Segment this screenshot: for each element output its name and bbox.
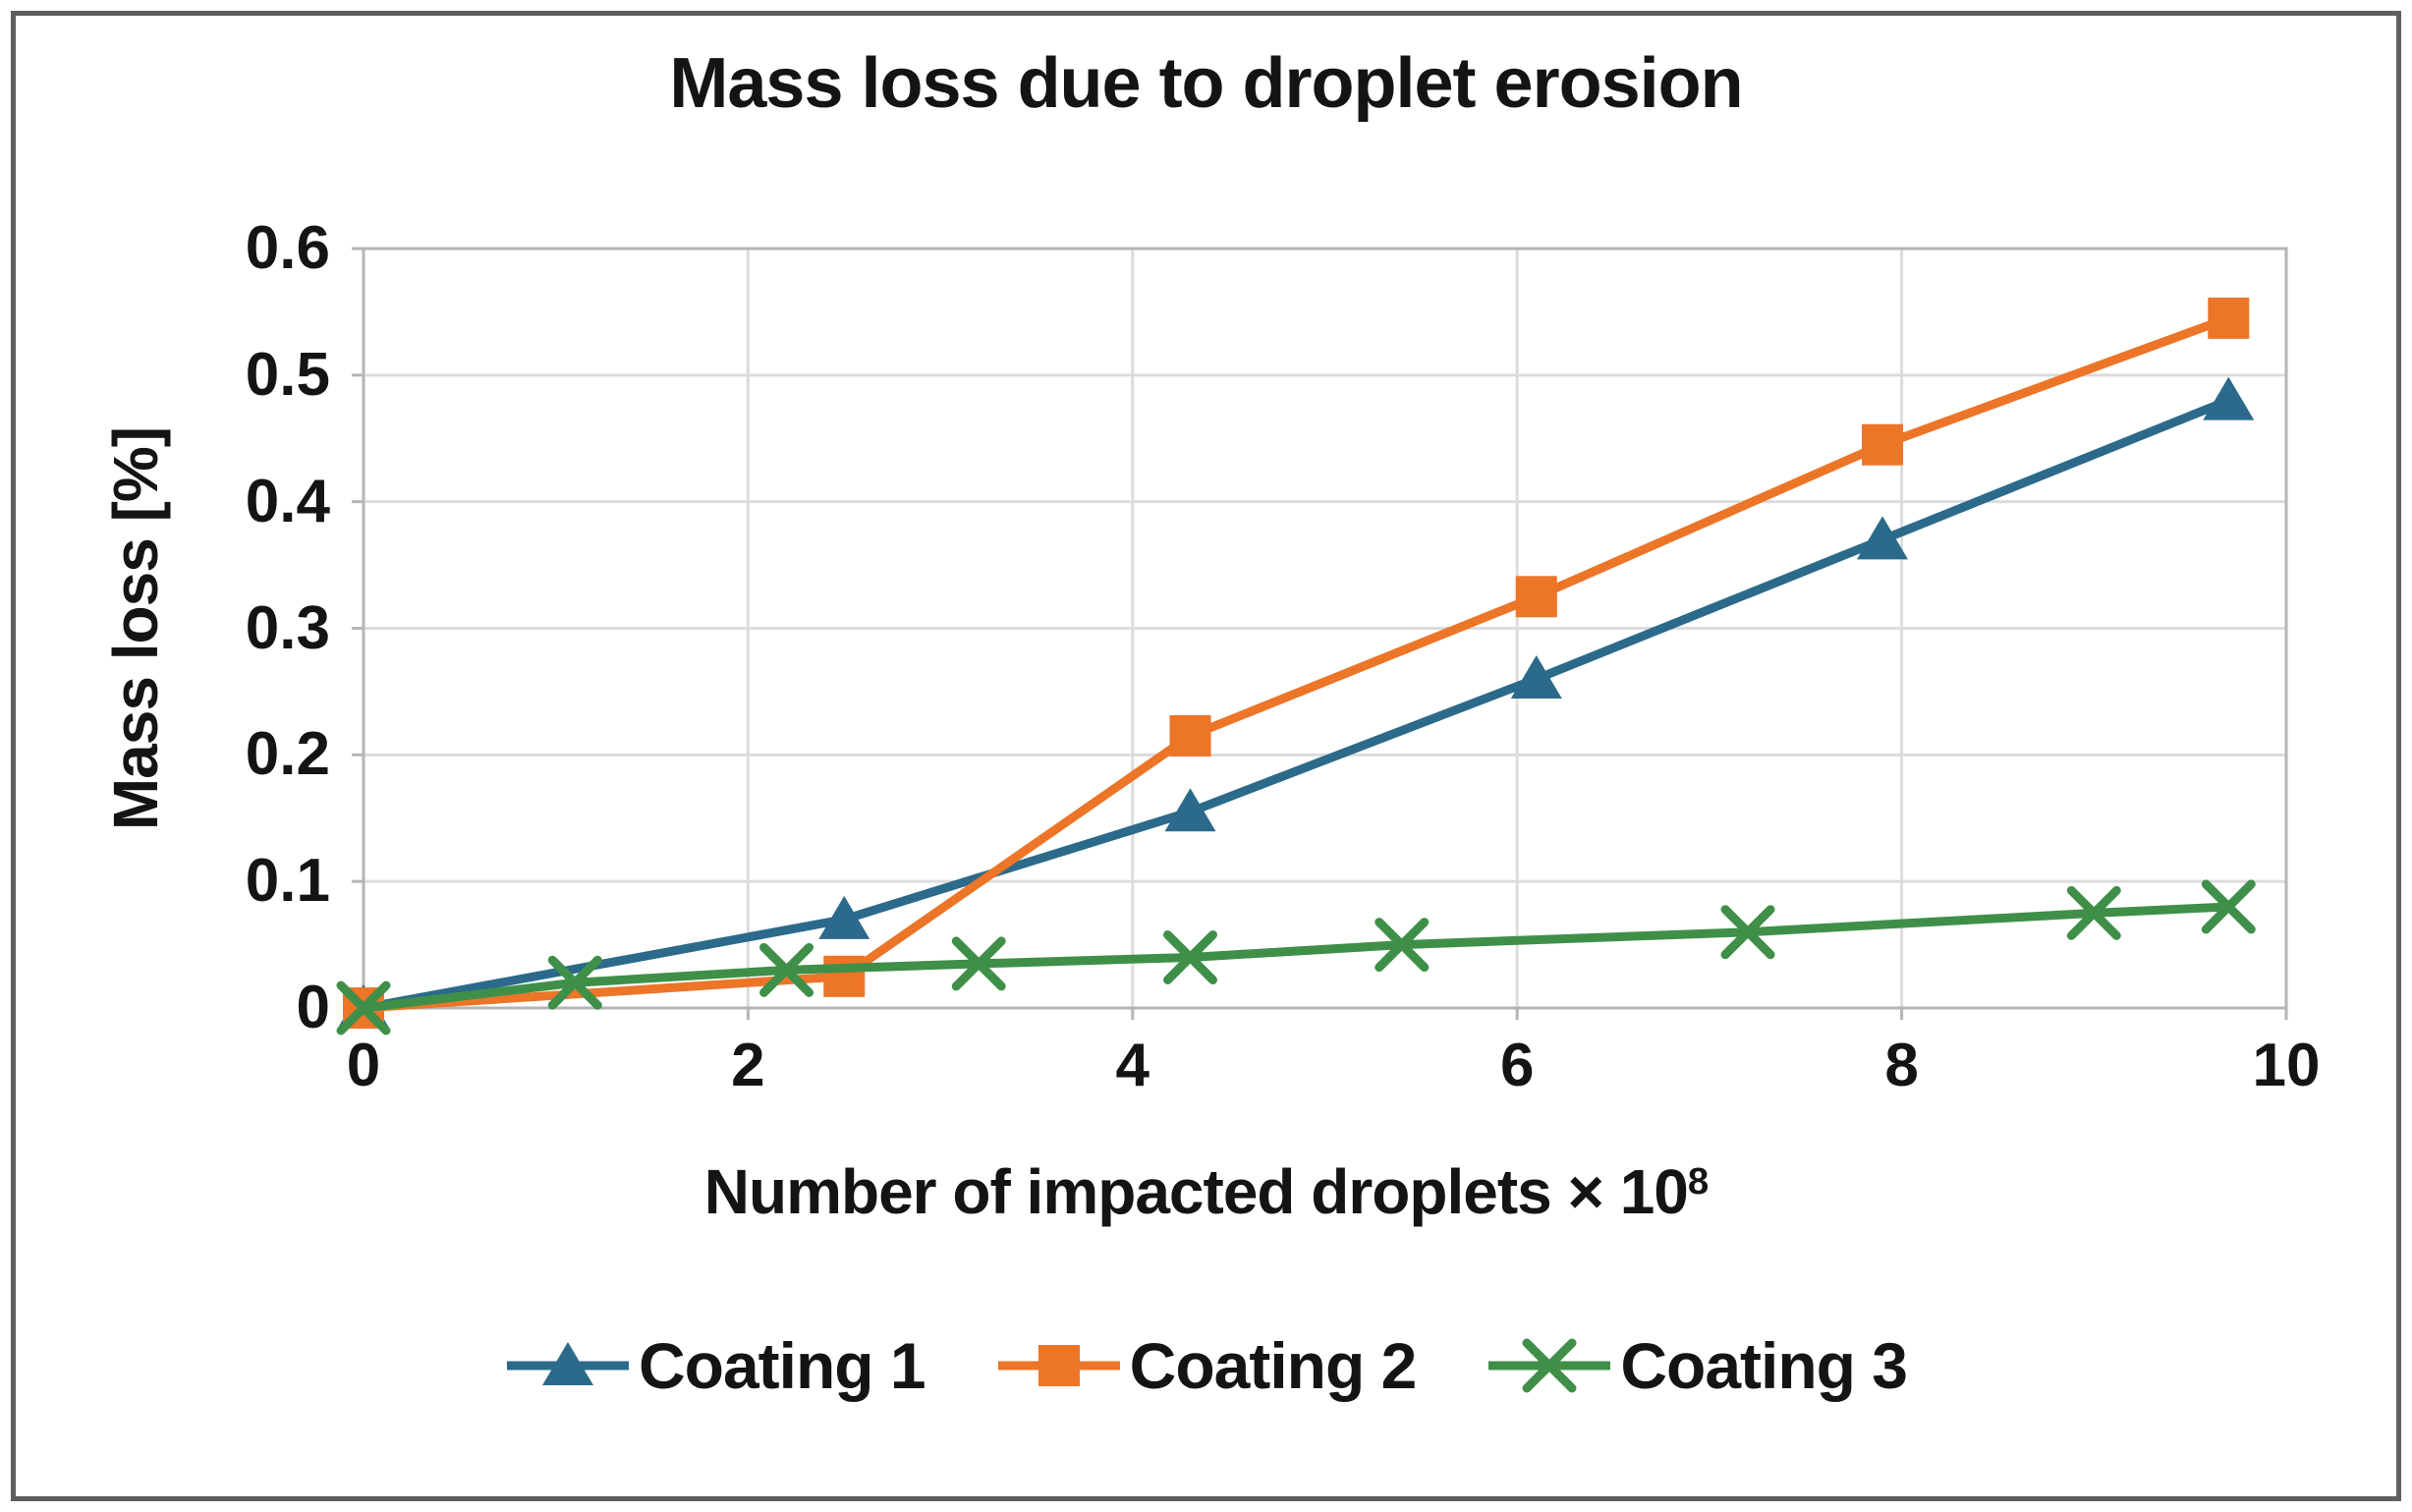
data-point-coating-1 [1510, 655, 1562, 700]
data-point-coating-3 [951, 936, 1006, 991]
data-point-coating-3 [2201, 879, 2256, 934]
data-point-coating-1 [1164, 788, 1216, 832]
series-line-coating-1 [359, 396, 2233, 1013]
data-point-coating-2 [1169, 715, 1211, 757]
chart-title: Mass loss due to droplet erosion [669, 44, 1743, 123]
x-marker-icon [1488, 1338, 1611, 1393]
data-point-coating-1 [2203, 376, 2255, 420]
triangle-marker-icon [506, 1342, 629, 1385]
legend-item-coating-2: Coating 2 [996, 1328, 1417, 1403]
y-axis-title: Mass loss [%] [100, 426, 171, 831]
y-tick-label: 0.6 [245, 214, 330, 282]
x-tick-label: 6 [1499, 1032, 1535, 1099]
x-tick-label: 8 [1884, 1032, 1919, 1099]
data-point-coating-3 [1163, 929, 1218, 984]
legend-label-coating-3: Coating 3 [1620, 1329, 1908, 1402]
y-tick-label: 0 [296, 974, 330, 1041]
data-point-coating-3 [547, 955, 602, 1010]
legend-item-coating-3: Coating 3 [1486, 1328, 1908, 1403]
square-marker-icon [997, 1345, 1120, 1386]
x-marker-icon [1522, 1338, 1577, 1393]
data-point-coating-3 [336, 980, 391, 1036]
data-point-coating-3 [759, 942, 814, 997]
legend-item-coating-1: Coating 1 [505, 1328, 926, 1403]
plot-border [362, 247, 2288, 1010]
data-point-coating-3 [2066, 885, 2121, 940]
data-point-coating-2 [1862, 423, 1904, 466]
legend-label-coating-1: Coating 1 [638, 1329, 926, 1402]
series-line-coating-2 [359, 313, 2233, 1013]
data-point-coating-2 [1515, 576, 1557, 618]
x-axis-title-text: Number of impacted droplets × 10 [703, 1156, 1689, 1227]
data-point-coating-2 [823, 955, 866, 997]
x-axis-title-exponent: 8 [1687, 1160, 1709, 1203]
legend-label-coating-2: Coating 2 [1129, 1329, 1418, 1402]
data-point-coating-1 [1857, 516, 1909, 560]
x-axis-title: Number of impacted droplets × 108 [0, 1155, 2412, 1228]
x-tick-label: 4 [1115, 1032, 1150, 1099]
data-point-coating-3 [1374, 918, 1430, 973]
y-tick-label: 0.1 [245, 847, 330, 916]
triangle-marker-icon [541, 1342, 593, 1385]
y-tick-label: 0.4 [245, 467, 330, 535]
x-tick-label: 2 [731, 1032, 765, 1099]
data-point-coating-2 [2208, 297, 2250, 339]
square-marker-icon [1038, 1345, 1080, 1386]
data-point-coating-1 [818, 895, 870, 939]
x-tick-label: 0 [346, 1032, 381, 1099]
y-tick-label: 0.2 [245, 720, 330, 789]
y-tick-label: 0.3 [245, 593, 330, 662]
x-tick-label: 10 [2252, 1032, 2321, 1099]
y-tick-label: 0.5 [245, 340, 330, 409]
data-point-coating-3 [1720, 905, 1775, 960]
legend: Coating 1 Coating 2 Coating 3 [0, 1328, 2412, 1403]
